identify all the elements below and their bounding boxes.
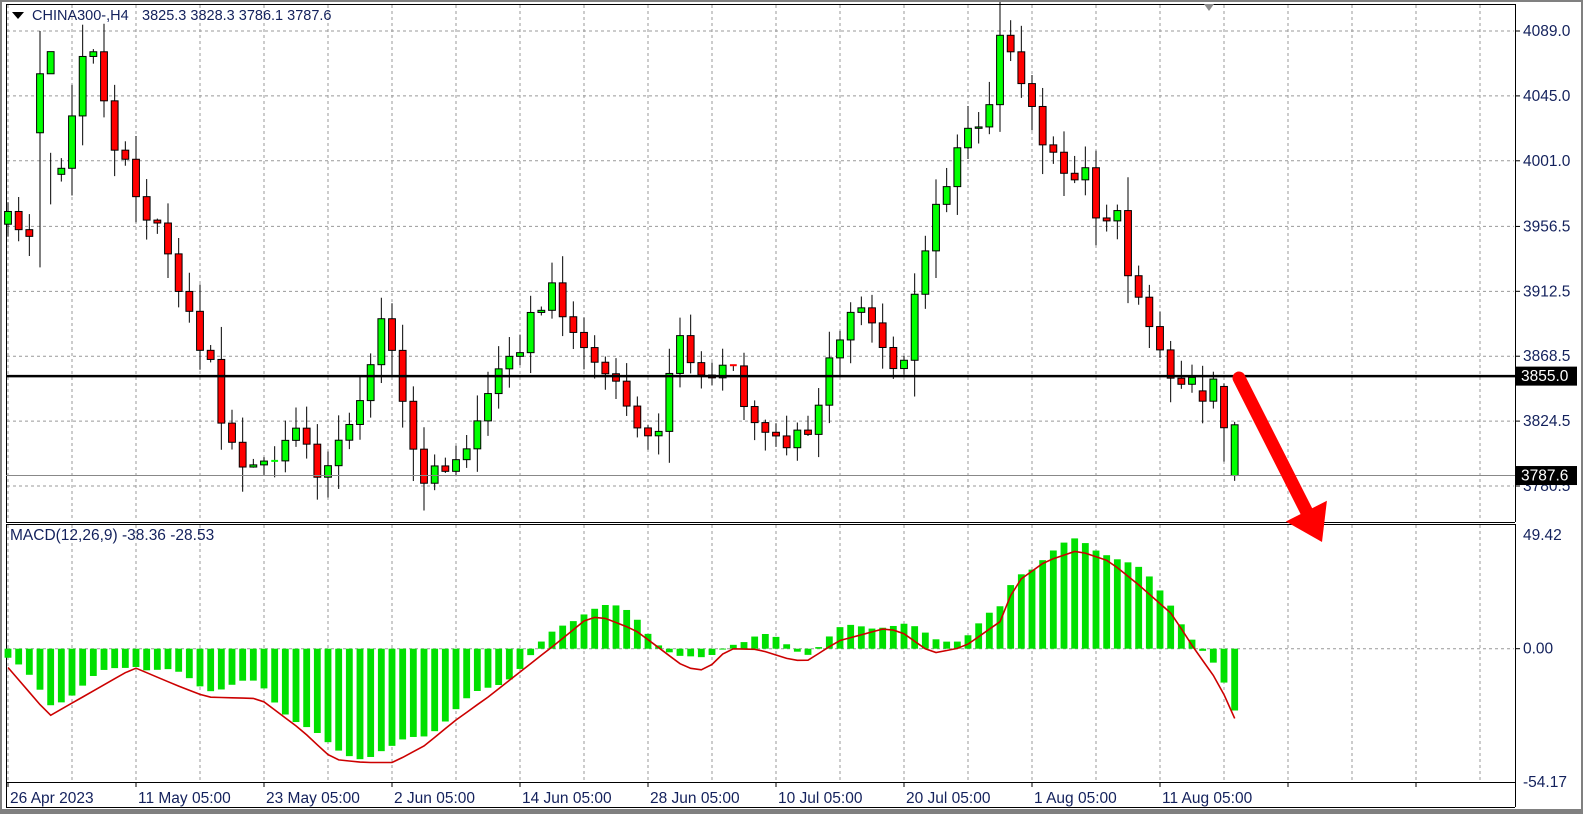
svg-text:23 May 05:00: 23 May 05:00 xyxy=(266,790,360,807)
svg-text:3912.5: 3912.5 xyxy=(1523,283,1570,300)
svg-text:11 Aug 05:00: 11 Aug 05:00 xyxy=(1162,790,1253,807)
svg-text:14 Jun 05:00: 14 Jun 05:00 xyxy=(522,790,612,807)
svg-text:CHINA300-,H4: CHINA300-,H4 xyxy=(32,8,129,24)
svg-text:0.00: 0.00 xyxy=(1523,641,1554,658)
svg-text:2 Jun 05:00: 2 Jun 05:00 xyxy=(394,790,475,807)
svg-text:11 May 05:00: 11 May 05:00 xyxy=(138,790,231,807)
svg-text:4045.0: 4045.0 xyxy=(1523,88,1571,105)
svg-text:3855.0: 3855.0 xyxy=(1521,368,1569,385)
svg-text:3824.5: 3824.5 xyxy=(1523,413,1570,430)
svg-text:26 Apr 2023: 26 Apr 2023 xyxy=(10,790,94,807)
svg-text:10 Jul 05:00: 10 Jul 05:00 xyxy=(778,790,863,807)
svg-text:3868.5: 3868.5 xyxy=(1523,348,1570,365)
svg-text:49.42: 49.42 xyxy=(1523,527,1562,544)
svg-text:20 Jul 05:00: 20 Jul 05:00 xyxy=(906,790,991,807)
svg-text:3825.3 3828.3 3786.1 3787.6: 3825.3 3828.3 3786.1 3787.6 xyxy=(142,8,331,24)
svg-text:-54.17: -54.17 xyxy=(1523,774,1567,791)
svg-text:4089.0: 4089.0 xyxy=(1523,23,1571,40)
svg-text:MACD(12,26,9) -38.36 -28.53: MACD(12,26,9) -38.36 -28.53 xyxy=(10,527,214,544)
svg-text:4001.0: 4001.0 xyxy=(1523,153,1571,170)
svg-text:28 Jun 05:00: 28 Jun 05:00 xyxy=(650,790,740,807)
svg-text:3787.6: 3787.6 xyxy=(1521,468,1568,485)
svg-text:1 Aug 05:00: 1 Aug 05:00 xyxy=(1034,790,1117,807)
svg-text:3956.5: 3956.5 xyxy=(1523,218,1570,235)
